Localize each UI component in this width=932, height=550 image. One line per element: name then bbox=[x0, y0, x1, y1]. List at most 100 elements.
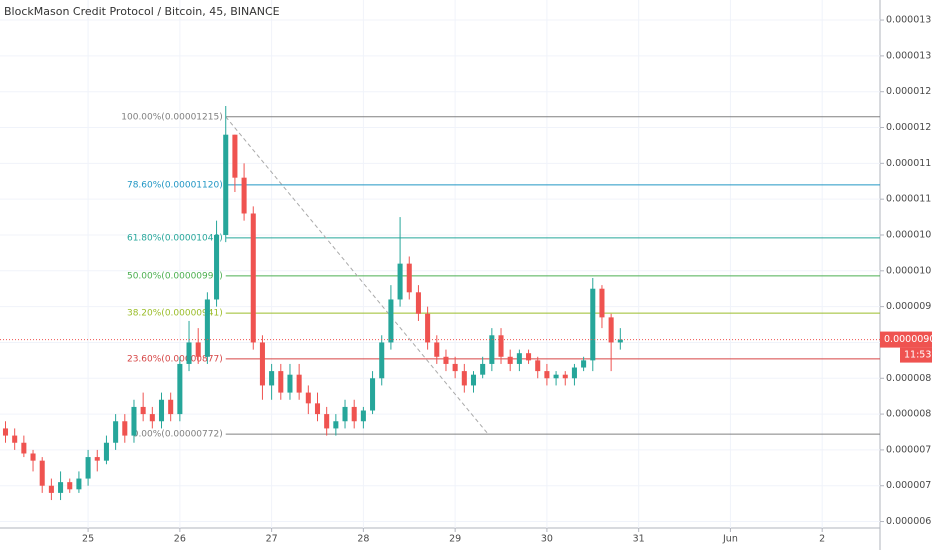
candle-body bbox=[314, 403, 321, 415]
fib-label: 61.80%(0.00001046) bbox=[127, 233, 223, 243]
y-tick-label: 0.00001250 bbox=[886, 86, 932, 97]
x-tick-label: 2 bbox=[819, 534, 825, 545]
candle-body bbox=[131, 406, 137, 436]
fib-label: 100.00%(0.00001215) bbox=[121, 112, 222, 122]
candle-body bbox=[562, 374, 568, 379]
candle-body bbox=[140, 406, 146, 415]
candle-body bbox=[544, 371, 550, 379]
y-tick-label: 0.00001200 bbox=[886, 122, 932, 133]
countdown-box bbox=[900, 347, 932, 363]
candle-body bbox=[278, 371, 284, 393]
candle-body bbox=[85, 457, 91, 479]
last-price-label: 0.00000904 bbox=[884, 334, 932, 345]
candle-body bbox=[39, 460, 45, 486]
fib-label: 23.60%(0.00000877) bbox=[127, 354, 223, 364]
x-tick-label: 29 bbox=[449, 534, 461, 545]
candle-body bbox=[443, 356, 449, 364]
candle-body bbox=[324, 414, 330, 429]
candle-body bbox=[296, 374, 302, 393]
candle-body bbox=[507, 356, 513, 364]
last-price-box bbox=[880, 331, 932, 348]
candle-body bbox=[232, 134, 238, 178]
y-tick-label: 0.00000700 bbox=[886, 480, 932, 491]
fib-label: 78.60%(0.00001120) bbox=[127, 180, 223, 190]
candle-body bbox=[388, 299, 394, 343]
x-tick-label: 30 bbox=[541, 534, 553, 545]
fib-label: 50.00%(0.00000993) bbox=[127, 271, 223, 281]
candle-body bbox=[76, 478, 82, 490]
candle-body bbox=[516, 353, 522, 364]
candle-body bbox=[149, 414, 155, 422]
candle-body bbox=[571, 367, 577, 379]
fib-label: 38.20%(0.00000941) bbox=[127, 309, 223, 319]
candle-body bbox=[480, 363, 486, 375]
y-tick-label: 0.00000850 bbox=[886, 373, 932, 384]
candle-body bbox=[397, 263, 403, 300]
x-tick-label: 27 bbox=[266, 534, 278, 545]
candle-body bbox=[470, 374, 477, 386]
candle-body bbox=[241, 177, 247, 214]
candle-body bbox=[67, 482, 73, 490]
candle-body bbox=[379, 342, 385, 379]
candle-body bbox=[21, 442, 27, 454]
candle-body bbox=[333, 421, 339, 429]
candle-body bbox=[461, 371, 467, 386]
candle-body bbox=[526, 353, 532, 361]
candle-body bbox=[204, 299, 210, 357]
candle-body bbox=[370, 378, 376, 411]
candle-body bbox=[158, 399, 165, 422]
trend-line bbox=[225, 116, 489, 435]
x-tick-label: 25 bbox=[82, 534, 94, 545]
chart-title: BlockMason Credit Protocol / Bitcoin, 45… bbox=[4, 5, 280, 18]
candle-body bbox=[30, 453, 36, 461]
y-tick-label: 0.00001000 bbox=[886, 265, 932, 276]
candle-body bbox=[535, 360, 541, 372]
candle-body bbox=[113, 421, 119, 443]
candle-body bbox=[590, 288, 596, 361]
candle-body bbox=[425, 313, 431, 343]
candle-body bbox=[177, 363, 183, 415]
y-tick-label: 0.00001350 bbox=[886, 15, 932, 26]
candle-body bbox=[434, 342, 440, 357]
candle-body bbox=[186, 342, 192, 364]
y-tick-label: 0.00001100 bbox=[886, 194, 932, 205]
candle-body bbox=[48, 485, 54, 493]
candle-body bbox=[122, 421, 128, 436]
candle-body bbox=[351, 406, 357, 422]
candle-body bbox=[269, 371, 275, 386]
candle-body bbox=[305, 392, 311, 404]
candle-body bbox=[94, 457, 100, 461]
y-tick-label: 0.00000950 bbox=[886, 301, 932, 312]
candle-body bbox=[581, 360, 587, 368]
candle-body bbox=[223, 134, 229, 235]
y-tick-label: 0.00000750 bbox=[886, 444, 932, 455]
candle-body bbox=[342, 406, 348, 422]
y-tick-label: 0.00000800 bbox=[886, 409, 932, 420]
fib-label: 0.00%(0.00000772) bbox=[133, 430, 223, 440]
candle-body bbox=[406, 263, 412, 293]
candle-body bbox=[415, 292, 421, 314]
candle-body bbox=[498, 335, 504, 357]
candle-body bbox=[553, 374, 559, 379]
candle-body bbox=[608, 317, 614, 343]
x-tick-label: 26 bbox=[174, 534, 186, 545]
candle-body bbox=[489, 335, 495, 364]
candle-body bbox=[452, 363, 458, 372]
y-tick-label: 0.00000650 bbox=[886, 516, 932, 527]
candle-body bbox=[360, 410, 366, 422]
candle-body bbox=[287, 374, 293, 393]
x-tick-label: Jun bbox=[722, 534, 738, 545]
candle-body bbox=[259, 342, 265, 386]
candle-body bbox=[617, 339, 623, 343]
plot-layer: 100.00%(0.00001215) 78.60%(0.00001120) 61.… bbox=[0, 0, 880, 528]
y-tick-label: 0.00001300 bbox=[886, 50, 932, 61]
x-tick-label: 31 bbox=[633, 534, 645, 545]
x-tick-label: 28 bbox=[357, 534, 369, 545]
candle-body bbox=[168, 399, 174, 415]
y-tick-label: 0.00001050 bbox=[886, 229, 932, 240]
candle-body bbox=[195, 342, 201, 357]
candle-body bbox=[2, 428, 9, 436]
candle-body bbox=[214, 234, 220, 300]
candle-body bbox=[12, 435, 18, 443]
